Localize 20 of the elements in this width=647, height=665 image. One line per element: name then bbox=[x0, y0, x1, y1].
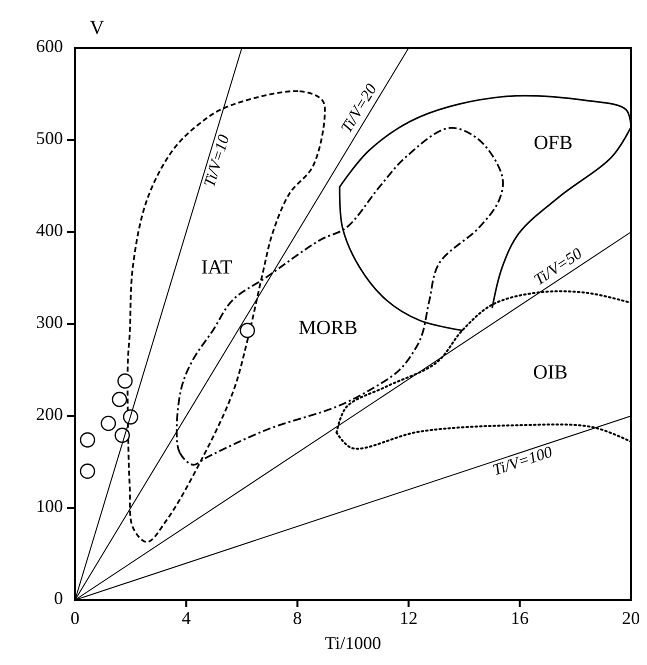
y-axis-title: V bbox=[90, 17, 105, 39]
x-tick-label: 0 bbox=[70, 608, 80, 628]
y-tick-label: 300 bbox=[36, 312, 63, 332]
y-tick-label: 600 bbox=[36, 36, 63, 56]
y-tick-label: 0 bbox=[54, 588, 63, 608]
text: Ti/V=10 bbox=[201, 132, 234, 190]
x-tick-label: 20 bbox=[622, 608, 640, 628]
x-axis-title: Ti/1000 bbox=[324, 633, 382, 653]
x-tick-label: 8 bbox=[292, 608, 302, 628]
y-tick-label: 400 bbox=[36, 220, 63, 240]
annotation: OFB bbox=[534, 132, 573, 154]
x-tick-label: 16 bbox=[510, 608, 529, 628]
x-tick-label: 12 bbox=[400, 608, 418, 628]
y-tick-label: 200 bbox=[36, 404, 63, 424]
x-tick-label: 4 bbox=[182, 608, 191, 628]
annotation: OIB bbox=[533, 361, 568, 384]
annotation: MORB bbox=[298, 317, 358, 340]
y-tick-label: 500 bbox=[36, 128, 63, 148]
annotation: IAT bbox=[201, 256, 232, 278]
y-tick-label: 100 bbox=[36, 496, 63, 516]
